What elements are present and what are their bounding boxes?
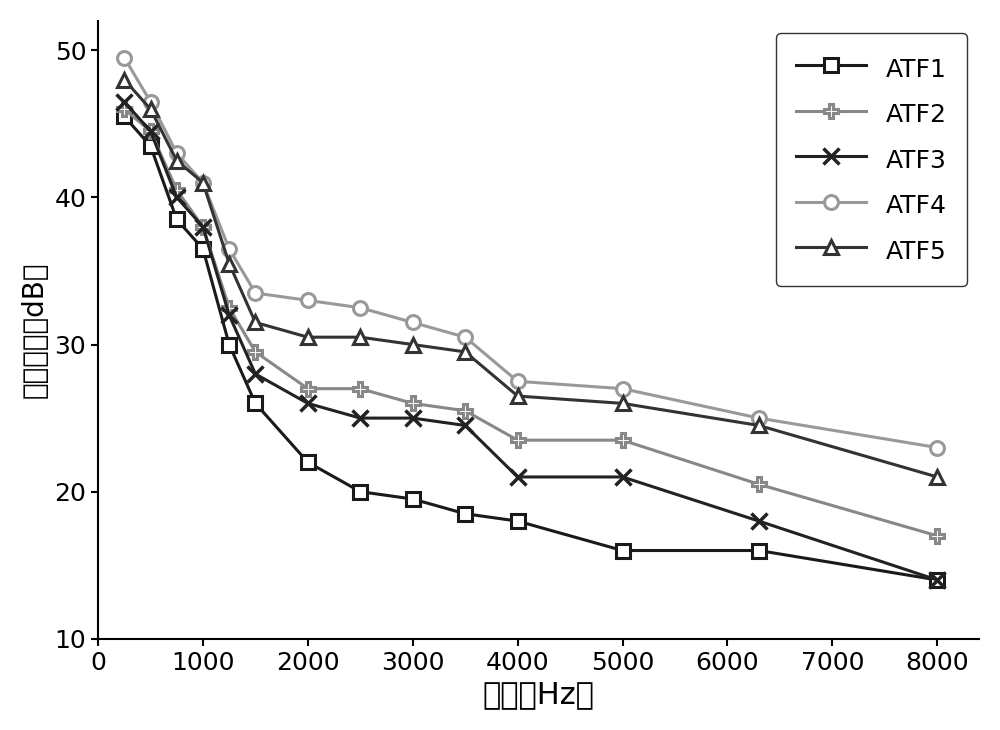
ATF3 xyxy=(354,414,366,423)
ATF2 xyxy=(512,436,524,445)
X-axis label: 频率（Hz）: 频率（Hz） xyxy=(483,680,595,709)
ATF1 xyxy=(354,488,366,496)
ATF2 xyxy=(302,384,314,393)
ATF5 xyxy=(931,472,943,481)
ATF5 xyxy=(354,333,366,342)
ATF3 xyxy=(249,369,261,378)
ATF3 xyxy=(145,127,157,136)
ATF5 xyxy=(145,104,157,113)
ATF3 xyxy=(753,517,765,526)
ATF5 xyxy=(249,318,261,327)
ATF4 xyxy=(753,414,765,423)
ATF5 xyxy=(118,75,130,84)
ATF5 xyxy=(223,259,235,268)
ATF2 xyxy=(753,480,765,488)
ATF5 xyxy=(512,392,524,401)
ATF3 xyxy=(617,472,629,481)
ATF1 xyxy=(512,517,524,526)
ATF2 xyxy=(617,436,629,445)
ATF2 xyxy=(249,347,261,356)
ATF2 xyxy=(354,384,366,393)
ATF3 xyxy=(302,399,314,408)
ATF4 xyxy=(617,384,629,393)
ATF4 xyxy=(118,53,130,62)
ATF5 xyxy=(302,333,314,342)
ATF4 xyxy=(302,296,314,304)
ATF1 xyxy=(459,510,471,518)
Y-axis label: 传递函数（dB）: 传递函数（dB） xyxy=(21,261,49,398)
ATF1 xyxy=(617,546,629,555)
ATF1 xyxy=(223,340,235,349)
ATF5 xyxy=(459,347,471,356)
ATF2 xyxy=(407,399,419,408)
ATF1 xyxy=(753,546,765,555)
Line: ATF5: ATF5 xyxy=(117,73,944,484)
ATF4 xyxy=(407,318,419,327)
ATF5 xyxy=(407,340,419,349)
Legend: ATF1, ATF2, ATF3, ATF4, ATF5: ATF1, ATF2, ATF3, ATF4, ATF5 xyxy=(776,34,967,286)
ATF4 xyxy=(459,333,471,342)
ATF3 xyxy=(407,414,419,423)
Line: ATF2: ATF2 xyxy=(117,102,944,542)
ATF3 xyxy=(459,421,471,430)
ATF2 xyxy=(118,104,130,113)
ATF4 xyxy=(931,443,943,452)
ATF5 xyxy=(753,421,765,430)
ATF4 xyxy=(354,304,366,312)
ATF2 xyxy=(223,304,235,312)
ATF5 xyxy=(197,178,209,187)
ATF5 xyxy=(617,399,629,408)
ATF1 xyxy=(931,575,943,584)
ATF4 xyxy=(197,178,209,187)
ATF3 xyxy=(171,193,183,201)
ATF4 xyxy=(145,97,157,106)
ATF4 xyxy=(512,377,524,385)
ATF2 xyxy=(197,223,209,231)
ATF4 xyxy=(249,288,261,297)
ATF1 xyxy=(197,245,209,253)
ATF1 xyxy=(118,112,130,121)
ATF2 xyxy=(459,407,471,415)
ATF1 xyxy=(249,399,261,408)
ATF2 xyxy=(171,185,183,194)
Line: ATF3: ATF3 xyxy=(116,93,946,588)
ATF3 xyxy=(931,575,943,584)
ATF1 xyxy=(302,458,314,466)
ATF1 xyxy=(407,495,419,504)
ATF2 xyxy=(931,531,943,540)
ATF4 xyxy=(223,245,235,253)
Line: ATF4: ATF4 xyxy=(117,50,944,455)
ATF3 xyxy=(223,311,235,320)
ATF5 xyxy=(171,156,183,165)
ATF2 xyxy=(145,127,157,136)
ATF3 xyxy=(512,472,524,481)
ATF3 xyxy=(197,223,209,231)
ATF1 xyxy=(145,142,157,150)
Line: ATF1: ATF1 xyxy=(117,110,944,587)
ATF1 xyxy=(171,215,183,224)
ATF3 xyxy=(118,97,130,106)
ATF4 xyxy=(171,149,183,158)
